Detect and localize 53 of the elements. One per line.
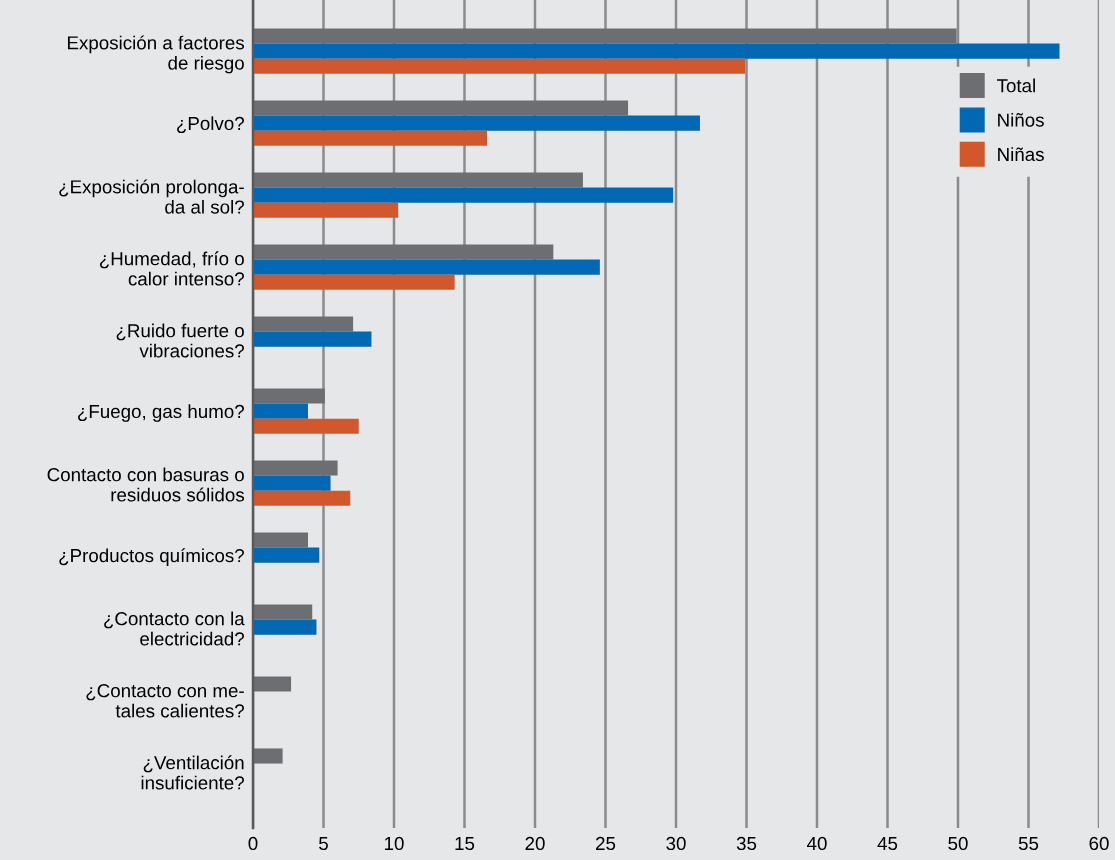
x-tick-label: 40 — [807, 836, 827, 851]
x-tick-label: 25 — [596, 836, 616, 851]
bar — [253, 28, 957, 44]
x-tick-label: 60 — [1089, 836, 1109, 851]
bar — [253, 316, 354, 332]
y-tick-label: ¿Contacto con me- tales calientes? — [86, 684, 244, 718]
x-tick-label: 0 — [248, 836, 258, 851]
x-tick-label: 10 — [385, 836, 404, 851]
bar — [253, 604, 313, 620]
legend-label: Total — [997, 78, 1035, 93]
bar — [253, 115, 700, 131]
y-tick-label: ¿Polvo? — [177, 116, 244, 134]
y-tick-label: ¿Exposición prolonga- da al sol? — [59, 179, 244, 214]
bar — [253, 388, 325, 404]
bar — [253, 43, 1060, 59]
x-tick-label: 45 — [877, 837, 898, 851]
bar — [253, 130, 488, 146]
y-tick-label: ¿Fuego, gas humo? — [78, 404, 244, 422]
x-tick-label: 5 — [319, 837, 328, 851]
x-tick-label: 15 — [455, 837, 475, 851]
bar — [253, 748, 283, 764]
bar — [253, 58, 746, 74]
bar — [253, 532, 308, 548]
bar — [253, 331, 372, 347]
y-tick-label: Contacto con basuras o residuos sólidos — [47, 467, 244, 502]
bar — [253, 274, 455, 290]
bar — [253, 460, 338, 476]
bar — [253, 547, 320, 563]
y-tick-label: ¿Humedad, frío o calor intenso? — [99, 251, 244, 286]
legend-label: Niñas — [998, 147, 1044, 162]
x-tick-label: 55 — [1018, 837, 1039, 851]
bar — [253, 619, 317, 635]
bar — [253, 490, 351, 506]
legend-label: Niños — [998, 112, 1044, 127]
y-tick-label: ¿Ruido fuerte o vibraciones? — [116, 323, 244, 358]
y-tick-label: Exposición a factores de riesgo — [68, 35, 244, 74]
bar — [253, 187, 674, 203]
bar — [253, 100, 629, 116]
y-tick-label: ¿Ventilación insuficiente? — [141, 755, 244, 790]
bar — [253, 475, 331, 491]
y-tick-label: ¿Productos químicos? — [59, 548, 244, 566]
bar — [253, 259, 600, 275]
bar — [253, 244, 554, 260]
x-tick-label: 35 — [736, 836, 757, 851]
x-tick-label: 20 — [525, 836, 545, 851]
bar — [253, 676, 292, 692]
bar — [253, 418, 359, 434]
x-tick-label: 50 — [948, 836, 968, 851]
bar — [253, 202, 399, 218]
y-tick-label: ¿Contacto con la electricidad? — [104, 611, 245, 646]
bar — [253, 172, 583, 188]
bar — [253, 403, 308, 419]
x-tick-label: 30 — [666, 836, 686, 851]
